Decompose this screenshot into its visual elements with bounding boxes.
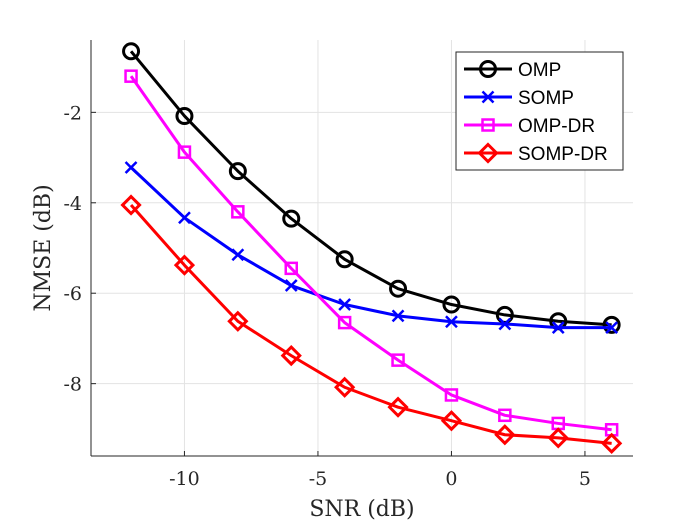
marker-circle (602, 315, 621, 334)
marker-square (444, 388, 459, 402)
marker-circle (335, 250, 354, 269)
marker-circle (479, 60, 497, 78)
marker-diamond (440, 410, 463, 432)
marker-x (551, 321, 565, 334)
marker-diamond (547, 427, 569, 449)
marker-diamond (387, 396, 409, 418)
marker-circle (389, 279, 408, 298)
marker-square (231, 205, 245, 219)
series-omp (122, 42, 621, 334)
marker-square (337, 315, 352, 330)
marker-diamond (173, 254, 196, 276)
marker-square (498, 408, 512, 423)
y-tick-label: -6 (63, 283, 82, 305)
marker-diamond (494, 424, 516, 446)
series-line-omp (129, 50, 612, 327)
x-tick-label: -5 (309, 468, 328, 490)
marker-diamond (334, 376, 356, 398)
legend: OMP SOMP OMP-DR SOMP-DR (455, 51, 624, 171)
marker-square (481, 118, 495, 132)
marker-square (391, 353, 405, 367)
legend-label: OMP-DR (518, 116, 595, 137)
marker-circle (175, 106, 194, 125)
marker-square (124, 69, 138, 83)
marker-x (178, 211, 191, 225)
marker-circle (122, 42, 141, 61)
y-axis-label: NMSE (dB) (31, 184, 56, 311)
marker-square (284, 261, 298, 276)
marker-circle (228, 162, 247, 181)
marker-diamond (120, 194, 142, 216)
marker-x (391, 309, 405, 323)
marker-circle (282, 209, 301, 228)
marker-x (498, 317, 512, 331)
y-tick-label: -2 (63, 102, 82, 124)
axes: -10 -5 0 5 -8 -6 -4 -2 (63, 40, 633, 490)
marker-diamond (477, 142, 499, 164)
legend-item-omp-dr: OMP-DR (464, 116, 595, 137)
series-somp-dr (120, 194, 623, 454)
legend-item-somp-dr: SOMP-DR (464, 142, 608, 165)
legend-label: SOMP-DR (518, 144, 608, 165)
marker-diamond (601, 432, 623, 454)
marker-x (445, 315, 458, 329)
series-line-somp (130, 166, 612, 330)
x-axis-label: SNR (dB) (309, 497, 414, 522)
series-omp-dr (124, 69, 619, 437)
marker-diamond (227, 310, 249, 332)
series-somp (124, 161, 619, 334)
y-tick-label: -4 (63, 193, 82, 215)
marker-circle (442, 295, 461, 314)
marker-x (605, 321, 619, 334)
x-tick-label: 5 (579, 468, 591, 490)
marker-x (481, 90, 495, 104)
legend-label: OMP (518, 60, 561, 81)
legend-item-somp: SOMP (464, 88, 574, 109)
series-line-omp-dr (129, 75, 612, 432)
y-tick-label: -8 (63, 374, 82, 396)
x-tick-label: 0 (445, 468, 457, 490)
marker-x (124, 161, 138, 174)
legend-item-omp: OMP (464, 60, 561, 81)
marker-x (231, 248, 245, 262)
marker-x (338, 298, 352, 311)
marker-square (177, 145, 192, 159)
series-layer (120, 42, 623, 454)
marker-diamond (280, 344, 302, 367)
marker-x (284, 279, 298, 292)
x-tick-label: -10 (169, 468, 200, 490)
series-line-somp-dr (129, 204, 612, 445)
legend-label: SOMP (518, 88, 574, 109)
